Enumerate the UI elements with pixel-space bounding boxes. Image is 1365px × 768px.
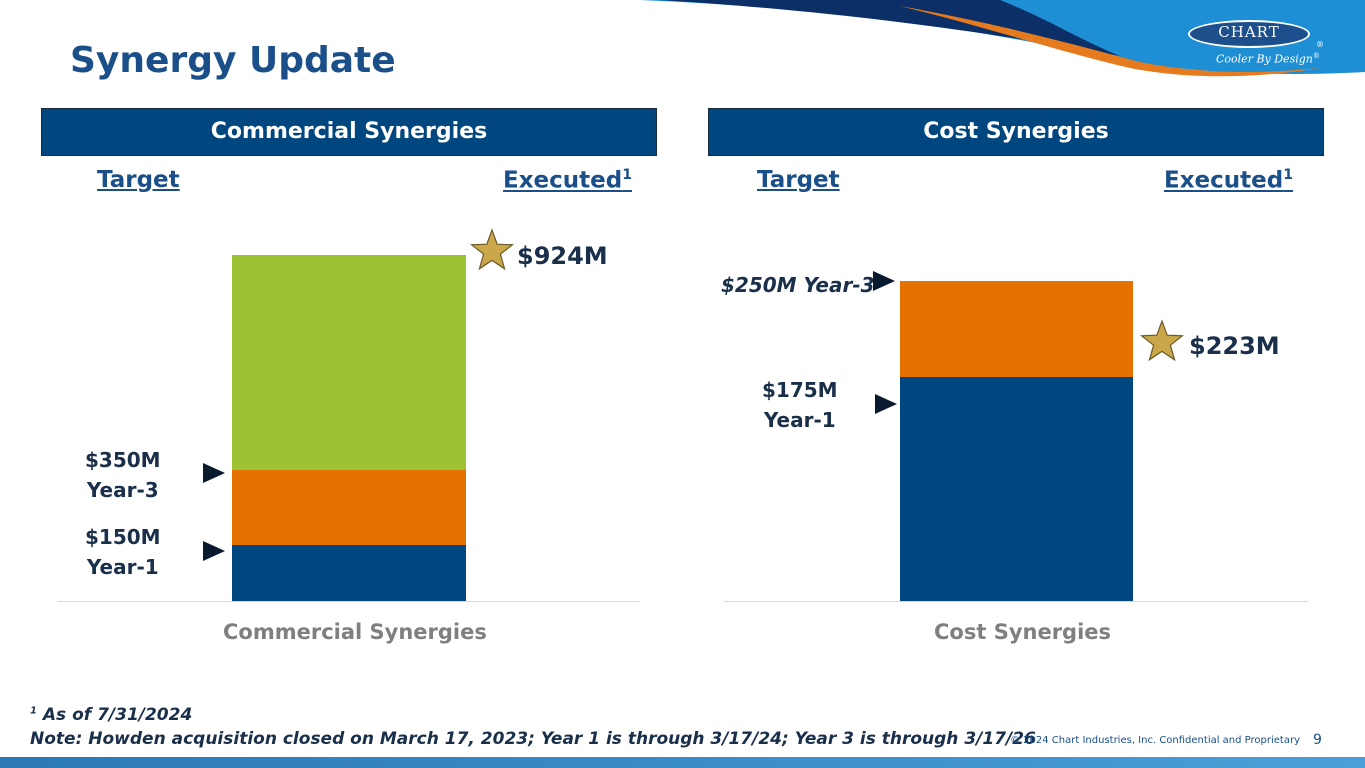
commercial-target-label: Target bbox=[97, 167, 180, 193]
cost-year1-arrow-icon bbox=[875, 394, 897, 414]
commercial-bar-executed-segment bbox=[232, 255, 466, 471]
logo-registered-mark: ® bbox=[1316, 40, 1324, 49]
commercial-baseline bbox=[58, 601, 640, 602]
chart-logo: CHART ® Cooler By Design® bbox=[1188, 20, 1328, 72]
logo-tagline: Cooler By Design® bbox=[1216, 52, 1320, 66]
cost-executed-label: Executed1 bbox=[1164, 167, 1293, 194]
cost-year3-arrow-icon bbox=[873, 271, 895, 291]
footnote-mark: 1 bbox=[30, 705, 37, 717]
cost-bar-year3-segment bbox=[900, 281, 1133, 378]
cost-year1-amount: $175M bbox=[762, 378, 838, 402]
commercial-year1-amount: $150M bbox=[85, 525, 161, 549]
cost-year1-label: Year-1 bbox=[763, 408, 836, 432]
swoosh-light-blue bbox=[640, 0, 1365, 74]
page-number: 9 bbox=[1313, 732, 1322, 748]
footnote-as-of-text: As of 7/31/2024 bbox=[42, 705, 193, 725]
cost-bar-year1-segment bbox=[900, 377, 1133, 601]
commercial-year1-label: Year-1 bbox=[86, 555, 159, 579]
cost-year3-annotation: $250M Year-3 bbox=[721, 273, 875, 297]
copyright: © 2024 Chart Industries, Inc. Confidenti… bbox=[1010, 735, 1301, 746]
logo-tagline-mark: ® bbox=[1312, 52, 1320, 60]
commercial-year3-annotation: $350M Year-3 bbox=[85, 445, 161, 505]
commercial-year3-label: Year-3 bbox=[86, 478, 159, 502]
commercial-executed-label: Executed1 bbox=[503, 167, 632, 194]
logo-oval bbox=[1188, 20, 1310, 48]
cost-executed-value: $223M bbox=[1189, 332, 1280, 360]
commercial-star-icon bbox=[470, 228, 514, 271]
swoosh-navy bbox=[660, 0, 1120, 56]
footnote-note: Note: Howden acquisition closed on March… bbox=[30, 729, 1036, 749]
footnote-as-of: 1 As of 7/31/2024 bbox=[30, 705, 192, 725]
cost-executed-footnote-mark: 1 bbox=[1283, 167, 1293, 183]
commercial-axis-label: Commercial Synergies bbox=[223, 620, 487, 644]
commercial-panel-header: Commercial Synergies bbox=[41, 108, 657, 156]
cost-target-label: Target bbox=[757, 167, 840, 193]
commercial-executed-value: $924M bbox=[517, 242, 608, 270]
cost-executed-text: Executed bbox=[1164, 167, 1284, 194]
header-swoosh bbox=[640, 0, 1365, 77]
commercial-bar-year3-segment bbox=[232, 470, 466, 545]
swoosh-orange bbox=[900, 6, 1320, 77]
commercial-executed-text: Executed bbox=[503, 167, 623, 194]
commercial-executed-footnote-mark: 1 bbox=[622, 167, 632, 183]
logo-tagline-text: Cooler By Design bbox=[1216, 52, 1313, 66]
commercial-year1-annotation: $150M Year-1 bbox=[85, 522, 161, 582]
commercial-year1-arrow-icon bbox=[203, 541, 225, 561]
cost-baseline bbox=[724, 601, 1308, 602]
cost-axis-label: Cost Synergies bbox=[934, 620, 1112, 644]
cost-star-icon bbox=[1140, 319, 1184, 362]
cost-panel-header: Cost Synergies bbox=[708, 108, 1324, 156]
logo-name: CHART bbox=[1218, 23, 1280, 41]
commercial-bar-year1-segment bbox=[232, 544, 466, 601]
bottom-bar bbox=[0, 757, 1365, 768]
commercial-year3-arrow-icon bbox=[203, 463, 225, 483]
page-title: Synergy Update bbox=[70, 40, 396, 81]
commercial-year3-amount: $350M bbox=[85, 448, 161, 472]
cost-year1-annotation: $175M Year-1 bbox=[762, 375, 838, 435]
